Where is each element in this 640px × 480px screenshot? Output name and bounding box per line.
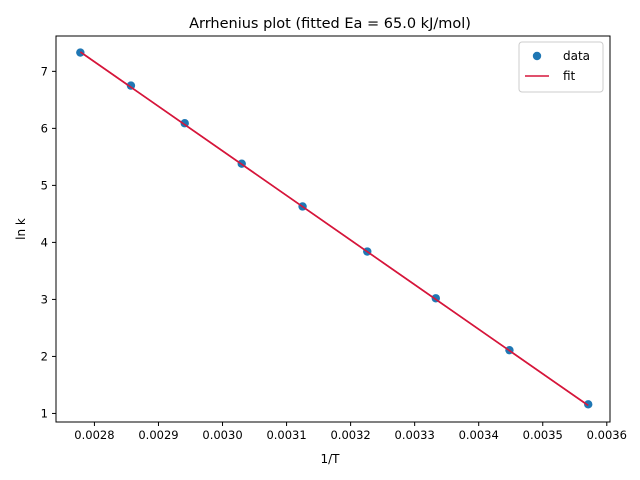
legend-label: data xyxy=(563,49,590,63)
y-tick-label: 7 xyxy=(41,64,48,78)
plot-area xyxy=(55,35,611,423)
x-tick-label: 0.0032 xyxy=(330,428,370,442)
x-axis-label: 1/T xyxy=(320,452,340,466)
y-tick-label: 3 xyxy=(41,292,48,306)
x-tick-label: 0.0030 xyxy=(202,428,242,442)
x-tick-label: 0.0028 xyxy=(74,428,114,442)
legend-box xyxy=(518,41,604,93)
y-tick-label: 2 xyxy=(41,349,48,363)
y-tick-label: 6 xyxy=(41,121,48,135)
x-tick-label: 0.0033 xyxy=(395,428,435,442)
y-tick-label: 4 xyxy=(41,235,48,249)
x-axis-ticks: 0.0028 0.0029 0.0030 0.0031 0.0032 0.0033 0.00… xyxy=(74,422,627,442)
x-tick-label: 0.0031 xyxy=(266,428,306,442)
legend-label: fit xyxy=(563,69,576,83)
y-tick-label: 1 xyxy=(41,406,48,420)
y-axis-label: ln k xyxy=(14,218,28,240)
legend: data fit xyxy=(518,41,604,93)
y-tick-label: 5 xyxy=(41,178,48,192)
x-tick-label: 0.0036 xyxy=(587,428,627,442)
legend-marker-data xyxy=(532,51,542,61)
y-axis-ticks: 1 2 3 4 5 6 7 xyxy=(41,64,56,420)
x-tick-label: 0.0035 xyxy=(523,428,563,442)
chart-title: Arrhenius plot (fitted Ea = 65.0 kJ/mol) xyxy=(189,16,471,32)
fit-line-overlay xyxy=(79,51,589,407)
x-tick-label: 0.0034 xyxy=(459,428,499,442)
x-tick-label: 0.0029 xyxy=(138,428,178,442)
data-point xyxy=(584,400,593,409)
plot-frame xyxy=(55,35,611,423)
